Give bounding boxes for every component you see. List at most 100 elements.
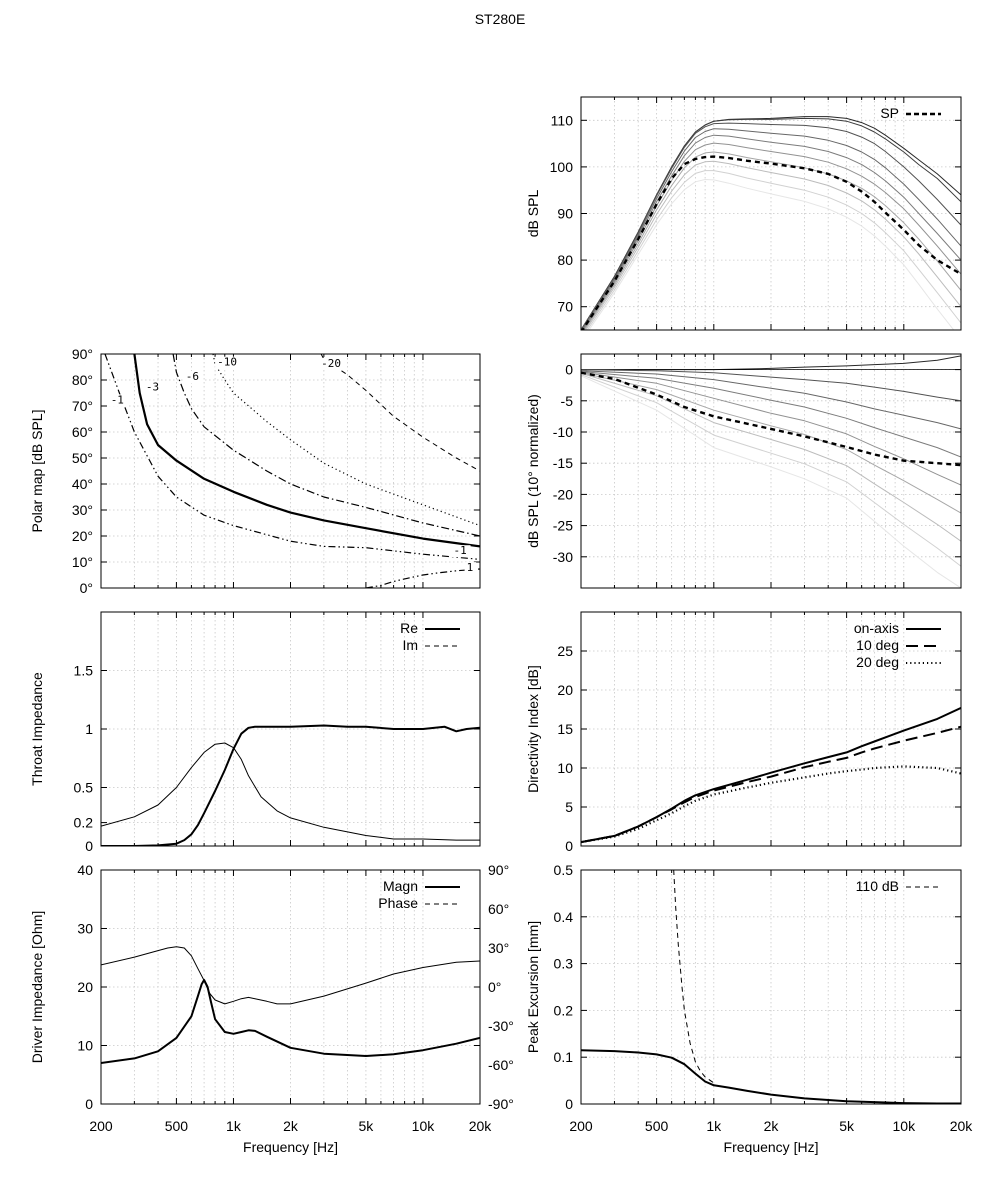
- y-tick-label: 0.2: [554, 1002, 574, 1018]
- contour-label: -20: [321, 357, 341, 370]
- series-line: [581, 370, 961, 430]
- y2-tick-label: 60°: [488, 901, 509, 917]
- series-line: [581, 369, 961, 402]
- contour-label: -3: [146, 380, 159, 393]
- series-line: [133, 354, 480, 548]
- y-tick-label: 20: [557, 682, 573, 698]
- plot-frame: [580, 611, 962, 847]
- series-line: [581, 371, 961, 486]
- y2-tick-label: -60°: [488, 1057, 514, 1073]
- x-tick-label: 2k: [764, 1118, 780, 1134]
- y-tick-label: 1.5: [74, 663, 94, 679]
- series-line: [101, 742, 480, 841]
- y-tick-label: 100: [550, 159, 574, 175]
- y-axis-label: Throat Impedance: [29, 672, 45, 786]
- plot-frame: [100, 353, 481, 589]
- y-tick-label: 25: [557, 643, 573, 659]
- y-tick-label: 90°: [72, 346, 93, 362]
- legend-label: 110 dB: [856, 878, 899, 894]
- y-tick-label: 15: [557, 721, 573, 737]
- plot-frame: [100, 611, 481, 847]
- y-tick-label: -15: [553, 455, 573, 471]
- x-tick-label: 200: [569, 1118, 593, 1134]
- y-tick-label: 60°: [72, 424, 93, 440]
- series-line: [581, 765, 961, 844]
- y-axis-label: Peak Excursion [mm]: [525, 921, 541, 1053]
- y-tick-label: 50°: [72, 450, 93, 466]
- series-line: [101, 979, 480, 1064]
- contour-label: -1: [454, 544, 467, 557]
- y2-tick-label: -90°: [488, 1096, 514, 1112]
- series-line: [581, 725, 961, 844]
- y-tick-label: -10: [553, 424, 573, 440]
- series-line: [581, 122, 961, 330]
- series-line: [172, 354, 480, 537]
- x-tick-label: 1k: [706, 1118, 722, 1134]
- x-tick-label: 500: [645, 1118, 669, 1134]
- y-tick-label: 20°: [72, 528, 93, 544]
- series-line: [583, 151, 961, 330]
- legend-label: on-axis: [854, 620, 899, 636]
- y-tick-label: 0.5: [554, 862, 574, 878]
- y-tick-label: 70°: [72, 398, 93, 414]
- series-line: [101, 946, 480, 1005]
- legend-label: Im: [402, 637, 418, 653]
- legend-label: 10 deg: [856, 637, 899, 653]
- series-line: [581, 372, 961, 542]
- y-tick-label: 0.4: [554, 909, 574, 925]
- grid: [101, 354, 480, 588]
- y2-tick-label: 0°: [488, 979, 501, 995]
- panel-normalized: 0 -5 -10 -15 -20 -25 -30 dB SPL (10° normalized…: [525, 353, 962, 589]
- x-tick-label: 10k: [412, 1118, 436, 1134]
- plot-frame: [100, 869, 481, 1105]
- y-tick-label: 0°: [80, 580, 93, 596]
- y-tick-label: 1: [85, 721, 93, 737]
- y-axis-label: Polar map [dB SPL]: [29, 410, 45, 533]
- series-line: [581, 371, 961, 458]
- contour-label-bg: [143, 381, 163, 394]
- panel-polar: 0° 10° 20° 30° 40° 50° 60° 70° 80° 90° Polar map […: [29, 346, 481, 596]
- legend-label: 20 deg: [856, 654, 899, 670]
- contour-label: -10: [217, 356, 237, 369]
- legend-label: Phase: [378, 895, 418, 911]
- contour-label: 1: [467, 561, 474, 574]
- x-axis-label: Frequency [Hz]: [243, 1139, 338, 1155]
- series-line: [365, 568, 480, 588]
- x-tick-label: 2k: [283, 1118, 299, 1134]
- y2-tick-label: 30°: [488, 940, 509, 956]
- series-line: [586, 170, 961, 330]
- contour-label-bg: [319, 358, 346, 370]
- y-tick-label: -20: [553, 486, 573, 502]
- plot-frame: [580, 96, 962, 331]
- plot-frame: [580, 869, 962, 1105]
- series-line: [581, 117, 961, 330]
- y-tick-label: 40: [77, 862, 93, 878]
- grid: [581, 870, 961, 1104]
- series-line: [581, 374, 961, 567]
- y-tick-label: 0: [565, 362, 573, 378]
- series-line: [581, 371, 961, 467]
- y-tick-label: 70: [557, 299, 573, 315]
- y-tick-label: 30: [77, 921, 93, 937]
- y-axis-label: dB SPL: [525, 190, 541, 238]
- y-tick-label: 40°: [72, 476, 93, 492]
- panel-excursion: 0 0.1 0.2 0.3 0.4 0.5 200 500 1k 2k 5k 10k 20k Peak E…: [525, 862, 973, 1155]
- x-tick-label: 200: [89, 1118, 113, 1134]
- legend-label: Re: [400, 620, 418, 636]
- y-tick-label: 10°: [72, 554, 93, 570]
- series-line: [581, 128, 961, 330]
- contour-label-bg: [464, 562, 477, 575]
- series-line: [581, 1049, 961, 1104]
- series-line: [581, 155, 961, 330]
- y-tick-label: -5: [561, 393, 574, 409]
- contour-label: -1: [111, 393, 124, 406]
- y-tick-label: 110: [551, 112, 574, 128]
- x-tick-label: 1k: [226, 1118, 242, 1134]
- grid: [581, 97, 961, 330]
- y-tick-label: 0.1: [554, 1049, 574, 1065]
- contour-label-bg: [451, 545, 471, 558]
- x-tick-label: 500: [165, 1118, 189, 1134]
- series-line: [104, 354, 480, 560]
